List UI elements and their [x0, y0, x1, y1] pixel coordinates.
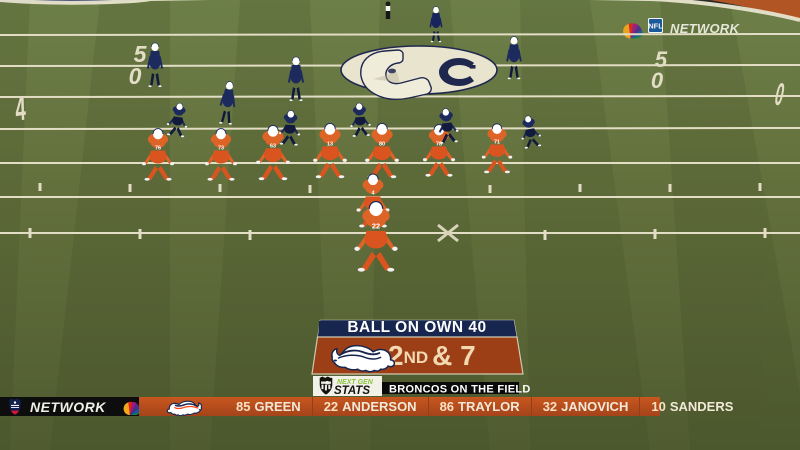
svg-text:BALL ON OWN 40: BALL ON OWN 40 [347, 319, 486, 336]
svg-text:71: 71 [494, 140, 500, 146]
svg-text:0: 0 [651, 68, 664, 93]
svg-text:80: 80 [379, 141, 385, 147]
svg-text:76: 76 [155, 146, 161, 152]
svg-text:22: 22 [372, 222, 380, 231]
svg-text:63: 63 [270, 143, 276, 149]
svg-text:0: 0 [129, 63, 142, 89]
svg-text:BRONCOS ON THE FIELD: BRONCOS ON THE FIELD [389, 384, 531, 396]
svg-text:13: 13 [327, 141, 333, 147]
svg-text:2ND& 7: 2ND & 7 [388, 340, 476, 371]
svg-text:73: 73 [218, 146, 224, 152]
svg-text:STATS: STATS [334, 385, 370, 397]
svg-text:NFL: NFL [648, 22, 663, 31]
